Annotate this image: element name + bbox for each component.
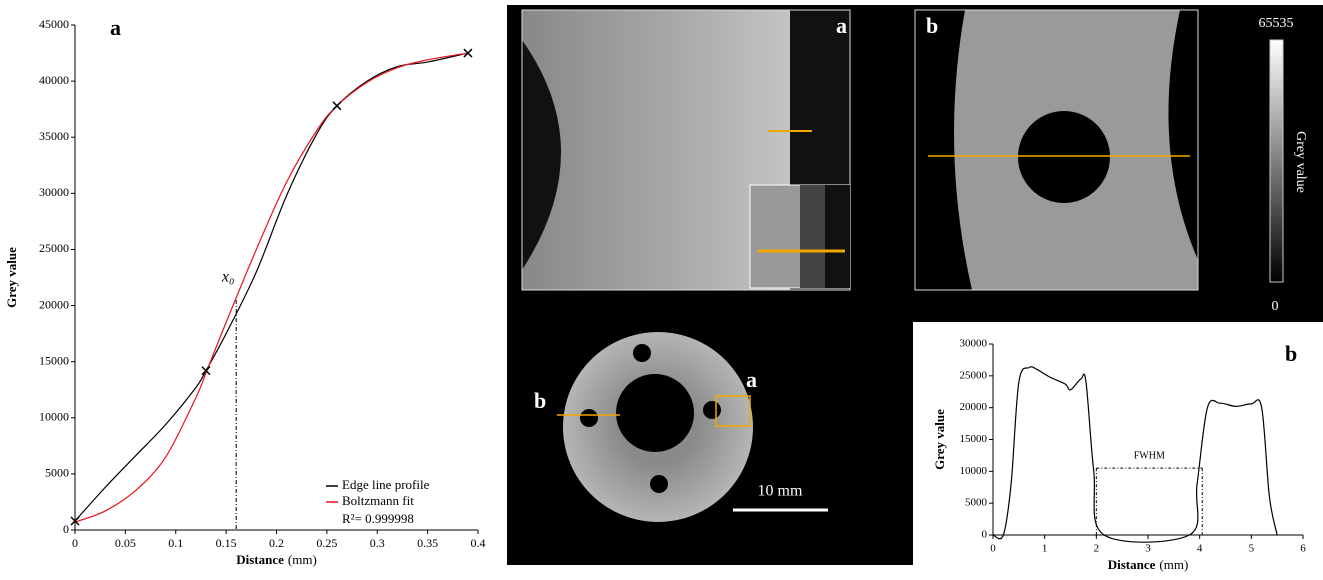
y-tick-label: 10000 [39, 410, 69, 424]
colorbar-max: 65535 [1259, 16, 1294, 31]
series-line [75, 53, 468, 521]
panel-label: a [110, 15, 121, 40]
colorbar-title: Grey value [1293, 131, 1308, 193]
x-tick-label: 4 [1197, 543, 1203, 555]
x-tick-label: 1 [1042, 543, 1048, 555]
y-axis-label: Grey value [932, 409, 947, 470]
colorbar-min: 0 [1272, 299, 1279, 314]
panel-label: a [836, 13, 847, 38]
hole [703, 401, 721, 419]
x-tick-label: 6 [1300, 543, 1306, 555]
hole [616, 374, 694, 452]
x-tick-label: 0.1 [168, 536, 183, 550]
y-tick-label: 20000 [960, 401, 988, 413]
x-tick-label: 0.35 [417, 536, 438, 550]
inset-dark [800, 185, 825, 288]
hole [633, 344, 651, 362]
y-tick-label: 30000 [960, 338, 988, 350]
y-tick-label: 30000 [39, 185, 69, 199]
y-tick-label: 5000 [45, 466, 69, 480]
colorbar [1270, 40, 1283, 282]
x-tick-label: 0.4 [471, 536, 486, 550]
image-panels: a b 65535 0 Grey value b a 10 mm [507, 5, 1323, 565]
x-tick-label: 0.05 [115, 536, 136, 550]
figure: a b 65535 0 Grey value b a 10 mm 0500010… [0, 0, 1323, 575]
y-tick-label: 45000 [39, 17, 69, 31]
x-tick-label: 2 [1094, 543, 1100, 555]
x-label-unit: (mm) [288, 552, 317, 567]
x-label-main: Distance [1108, 557, 1156, 572]
ring-label: a [746, 367, 757, 392]
x-tick-label: 0.2 [269, 536, 284, 550]
y-tick-label: 5000 [965, 497, 988, 509]
y-tick-label: 10000 [960, 465, 988, 477]
panel-label: b [926, 13, 938, 38]
y-tick-label: 0 [982, 529, 988, 541]
y-tick-label: 15000 [39, 353, 69, 367]
hole [580, 409, 598, 427]
x-tick-label: 3 [1145, 543, 1151, 555]
x-label-main: Distance [236, 552, 284, 567]
fit-note: R²= 0.999998 [342, 511, 414, 526]
y-tick-label: 15000 [960, 433, 988, 445]
x-label-unit: (mm) [1159, 557, 1188, 572]
x-axis-label: Distance (mm) [236, 552, 317, 567]
x-tick-label: 0.3 [370, 536, 385, 550]
ring-label: b [534, 388, 546, 413]
legend-label: Boltzmann fit [342, 493, 414, 508]
x-tick-label: 0.15 [216, 536, 237, 550]
x-tick-label: 0.25 [316, 536, 337, 550]
hole [650, 475, 668, 493]
point-marker [333, 102, 341, 110]
x-tick-label: 0 [72, 536, 78, 550]
y-tick-label: 25000 [960, 369, 988, 381]
legend-label: Edge line profile [342, 477, 430, 492]
x0-label: x₀ [221, 269, 235, 286]
y-tick-label: 35000 [39, 129, 69, 143]
y-axis-label: Grey value [4, 247, 19, 308]
y-tick-label: 25000 [39, 241, 69, 255]
x-tick-label: 5 [1249, 543, 1255, 555]
panel-label: b [1285, 341, 1297, 366]
hole [1018, 111, 1110, 203]
series-line [75, 53, 468, 522]
x-axis-label: Distance(mm) [1108, 557, 1189, 572]
inset-dark [825, 185, 850, 288]
y-tick-label: 0 [63, 522, 69, 536]
y-tick-label: 20000 [39, 297, 69, 311]
fwhm-label: FWHM [1134, 450, 1165, 461]
x-tick-label: 0 [990, 543, 996, 555]
y-tick-label: 40000 [39, 73, 69, 87]
scale-bar-label: 10 mm [758, 483, 803, 500]
